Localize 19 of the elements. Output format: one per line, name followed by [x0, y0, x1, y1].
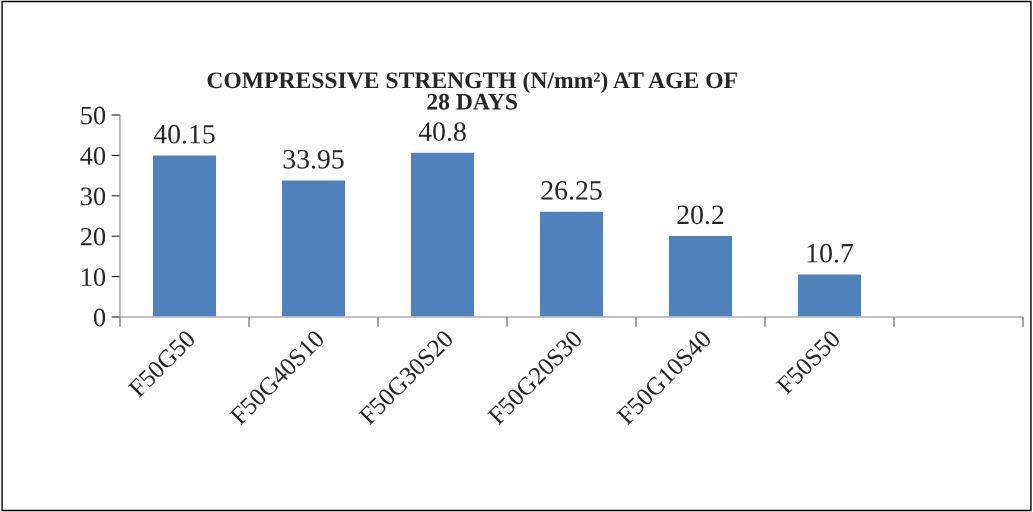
bar — [538, 210, 605, 317]
data-label: 40.15 — [153, 124, 215, 144]
y-tick-label: 50 — [81, 106, 106, 125]
bar — [151, 154, 218, 317]
data-label: 20.2 — [677, 205, 724, 225]
chart-title: COMPRESSIVE STRENGTH (N/mm²) AT AGE OF 28 DAYS — [207, 71, 737, 110]
data-label: 10.7 — [807, 243, 854, 263]
data-label: 26.25 — [541, 181, 602, 200]
bar — [409, 151, 476, 317]
bar — [796, 273, 863, 317]
data-label: 33.95 — [283, 149, 344, 169]
y-tick-label: 10 — [82, 268, 106, 287]
bar — [667, 234, 734, 317]
y-tick-label: 0 — [93, 308, 106, 327]
y-tick-label: 40 — [80, 147, 106, 165]
y-tick-label: 20 — [80, 227, 106, 246]
data-label: 40.8 — [418, 122, 466, 142]
bar — [280, 179, 347, 317]
y-tick-label: 30 — [80, 187, 106, 206]
